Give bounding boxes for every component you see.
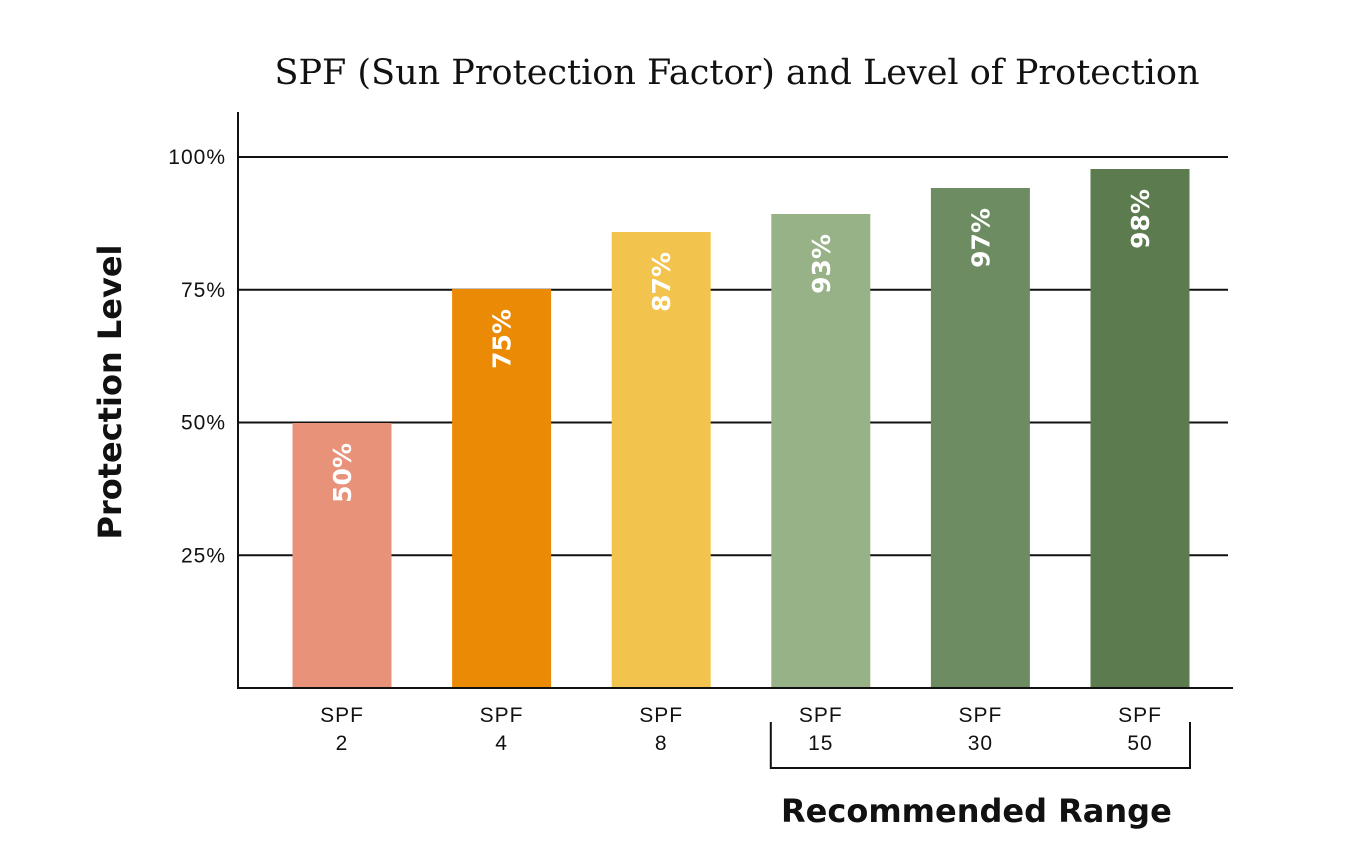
x-tick-label-line1: SPF bbox=[799, 704, 843, 727]
recommended-range-bracket bbox=[769, 722, 1191, 769]
bar bbox=[292, 423, 392, 688]
x-tick-label-line2: 8 bbox=[655, 732, 668, 755]
bar-data-label: 98% bbox=[1126, 189, 1155, 249]
y-tick-label: 25% bbox=[181, 544, 226, 567]
x-tick-label-line1: SPF bbox=[639, 704, 683, 727]
x-tick-label-line2: 30 bbox=[968, 732, 993, 755]
bar bbox=[452, 289, 552, 688]
bar bbox=[1090, 169, 1190, 688]
chart-title: SPF (Sun Protection Factor) and Level of… bbox=[275, 53, 1200, 93]
bar-data-label: 93% bbox=[807, 234, 836, 294]
y-tick-label: 100% bbox=[168, 146, 226, 169]
bar-data-label: 87% bbox=[647, 252, 676, 312]
x-tick-label-line2: 50 bbox=[1127, 732, 1152, 755]
bar-data-labels: 50% 75% 87% 93% 97% 98% bbox=[328, 189, 1155, 503]
x-tick-label-line1: SPF bbox=[480, 704, 524, 727]
y-tick-label: 75% bbox=[181, 279, 226, 302]
x-tick-label-line2: 15 bbox=[808, 732, 833, 755]
x-tick-labels: SPF 2 SPF 4 SPF 8 SPF 15 SPF 30 SPF 50 bbox=[320, 704, 1162, 755]
bar-data-label: 50% bbox=[328, 443, 357, 503]
bar bbox=[771, 214, 871, 688]
x-tick-label-line1: SPF bbox=[1118, 704, 1162, 727]
bars bbox=[292, 169, 1190, 688]
x-tick-label-line2: 2 bbox=[336, 732, 349, 755]
y-tick-labels: 25% 50% 75% 100% bbox=[168, 146, 226, 567]
bar-data-label: 97% bbox=[966, 208, 995, 268]
recommended-range-label: Recommended Range bbox=[781, 792, 1172, 830]
bar bbox=[611, 232, 711, 688]
y-tick-label: 50% bbox=[181, 412, 226, 435]
grid-lines bbox=[238, 156, 1228, 557]
x-tick-label-line1: SPF bbox=[320, 704, 364, 727]
x-tick-label-line2: 4 bbox=[495, 732, 508, 755]
x-tick-label-line1: SPF bbox=[958, 704, 1002, 727]
bar bbox=[930, 188, 1030, 688]
bar-data-label: 75% bbox=[488, 309, 517, 369]
y-axis-label: Protection Level bbox=[91, 245, 129, 540]
